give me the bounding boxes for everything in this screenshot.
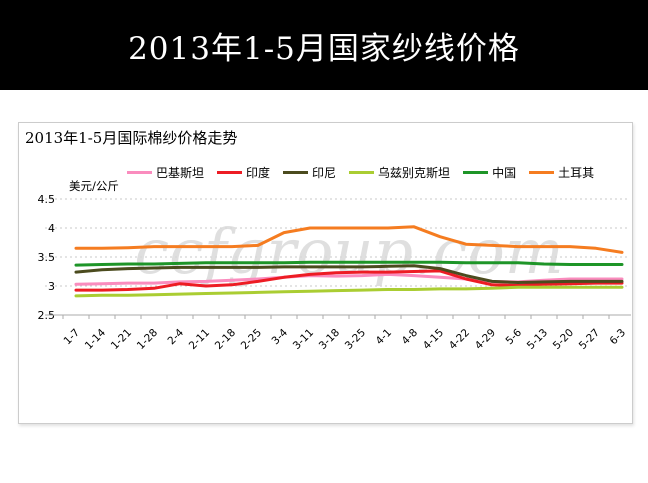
x-tick-label: 3-11 — [291, 327, 316, 352]
y-tick-label: 4.5 — [38, 193, 56, 206]
x-tick-label: 2-25 — [239, 327, 264, 352]
legend-label: 印度 — [246, 166, 271, 180]
x-tick-label: 5-27 — [577, 327, 602, 352]
x-tick-label: 2-18 — [213, 327, 238, 352]
x-tick-label: 4-15 — [421, 327, 446, 352]
y-tick-label: 4 — [48, 222, 55, 235]
series-line — [74, 264, 624, 284]
legend-swatch — [127, 171, 152, 174]
chart-legend: 巴基斯坦 印度 印尼 乌兹别克斯坦 中国 土耳其 — [127, 164, 607, 181]
series-line — [74, 260, 624, 267]
y-tick-label: 3 — [48, 280, 55, 293]
legend-item: 印度 — [217, 164, 270, 181]
x-tick-label: 5-6 — [504, 326, 525, 347]
legend-swatch — [283, 171, 309, 174]
x-tick-label: 6-3 — [608, 327, 629, 348]
x-tick-label: 5-20 — [551, 327, 576, 352]
legend-item: 乌兹别克斯坦 — [349, 164, 450, 181]
series-line — [74, 285, 624, 298]
legend-label: 乌兹别克斯坦 — [378, 166, 451, 180]
slide-title: 2013年1-5月国家纱线价格 — [128, 30, 520, 67]
chart-title: 2013年1-5月国际棉纱价格走势 — [25, 129, 238, 147]
x-tick-label: 4-1 — [374, 327, 395, 348]
x-tick-label: 2-11 — [187, 327, 212, 352]
x-tick-label: 3-18 — [317, 327, 342, 352]
legend-item: 巴基斯坦 — [127, 164, 204, 181]
series-line — [74, 269, 624, 292]
series-line — [74, 225, 624, 254]
legend-label: 中国 — [492, 166, 517, 180]
x-tick-label: 4-8 — [400, 327, 421, 348]
legend-item: 中国 — [463, 164, 516, 181]
x-tick-label: 2-4 — [166, 326, 187, 347]
legend-swatch — [349, 171, 375, 174]
x-tick-label: 4-22 — [447, 327, 472, 352]
legend-item: 印尼 — [283, 164, 336, 181]
x-tick-label: 4-29 — [473, 327, 498, 352]
x-tick-label: 1-14 — [83, 326, 109, 352]
y-tick-label: 3.5 — [38, 251, 56, 264]
slide-title-bar: 2013年1-5月国家纱线价格 — [0, 0, 648, 90]
legend-label: 土耳其 — [558, 166, 595, 180]
legend-swatch — [217, 171, 243, 174]
x-tick-label: 3-4 — [270, 326, 291, 347]
legend-label: 印尼 — [312, 166, 337, 180]
y-axis-unit-label: 美元/公斤 — [69, 179, 119, 193]
x-tick-label: 5-13 — [525, 327, 550, 352]
legend-item: 土耳其 — [529, 164, 594, 181]
chart-panel: 2013年1-5月国际棉纱价格走势 巴基斯坦 印度 印尼 乌兹别克斯坦 中国 土耳其 美元… — [18, 122, 633, 424]
legend-swatch — [463, 171, 489, 174]
x-tick-label: 1-7 — [62, 327, 83, 348]
legend-swatch — [529, 171, 555, 174]
x-tick-label: 1-28 — [135, 327, 160, 352]
x-tick-label: 3-25 — [343, 327, 368, 352]
x-tick-label: 1-21 — [109, 327, 134, 352]
legend-label: 巴基斯坦 — [156, 166, 205, 180]
